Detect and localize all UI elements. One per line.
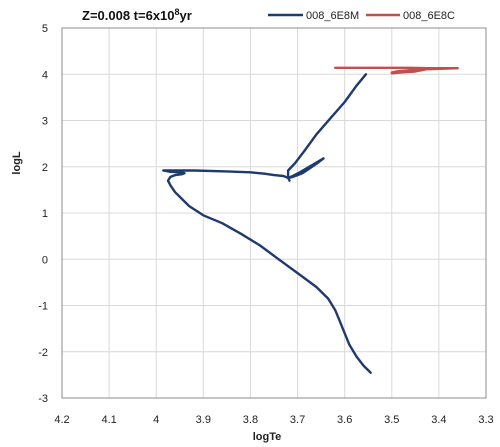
x-tick-label: 3.8 [243,414,258,426]
y-axis-ticks: 5 4 3 2 1 0 -1 -2 -3 [38,23,48,405]
y-tick-label: 1 [42,208,48,220]
y-tick-label: -2 [38,347,48,359]
y-tick-label: 4 [42,69,48,81]
x-tick-label: 3.7 [290,414,305,426]
y-tick-label: -3 [38,393,48,405]
chart-title-unit: yr [180,8,192,23]
x-tick-label: 3.6 [337,414,352,426]
x-tick-label: 4.1 [101,414,116,426]
chart-title-exponent: 8 [175,7,180,17]
y-tick-label: -1 [38,301,48,313]
y-tick-label: 0 [42,254,48,266]
x-axis-title: logTe [253,431,282,443]
y-tick-label: 5 [42,23,48,35]
legend-label-008_6E8C: 008_6E8C [403,10,455,22]
y-axis-title: logL [11,151,23,174]
y-tick-label: 2 [42,162,48,174]
x-tick-label: 4.2 [54,414,69,426]
plot-area [61,27,487,399]
x-tick-label: 4 [153,414,159,426]
x-tick-label: 3.5 [384,414,399,426]
gridlines [61,27,487,399]
x-tick-label: 3.3 [478,414,493,426]
x-axis-ticks: 4.2 4.1 4 3.9 3.8 3.7 3.6 3.5 3.4 3.3 [54,414,493,426]
chart-title-main: Z=0.008 t=6x10 [82,8,175,23]
chart-title: Z=0.008 t=6x108yr [82,7,192,23]
series-line-008_6E8M [162,73,372,374]
legend-label-008_6E8M: 008_6E8M [306,10,359,22]
legend: 008_6E8M 008_6E8C [268,10,455,22]
series-layer [162,66,459,374]
y-tick-label: 3 [42,116,48,128]
x-tick-label: 3.9 [196,414,211,426]
x-tick-label: 3.4 [431,414,446,426]
series-line-008_6E8C [334,66,459,75]
